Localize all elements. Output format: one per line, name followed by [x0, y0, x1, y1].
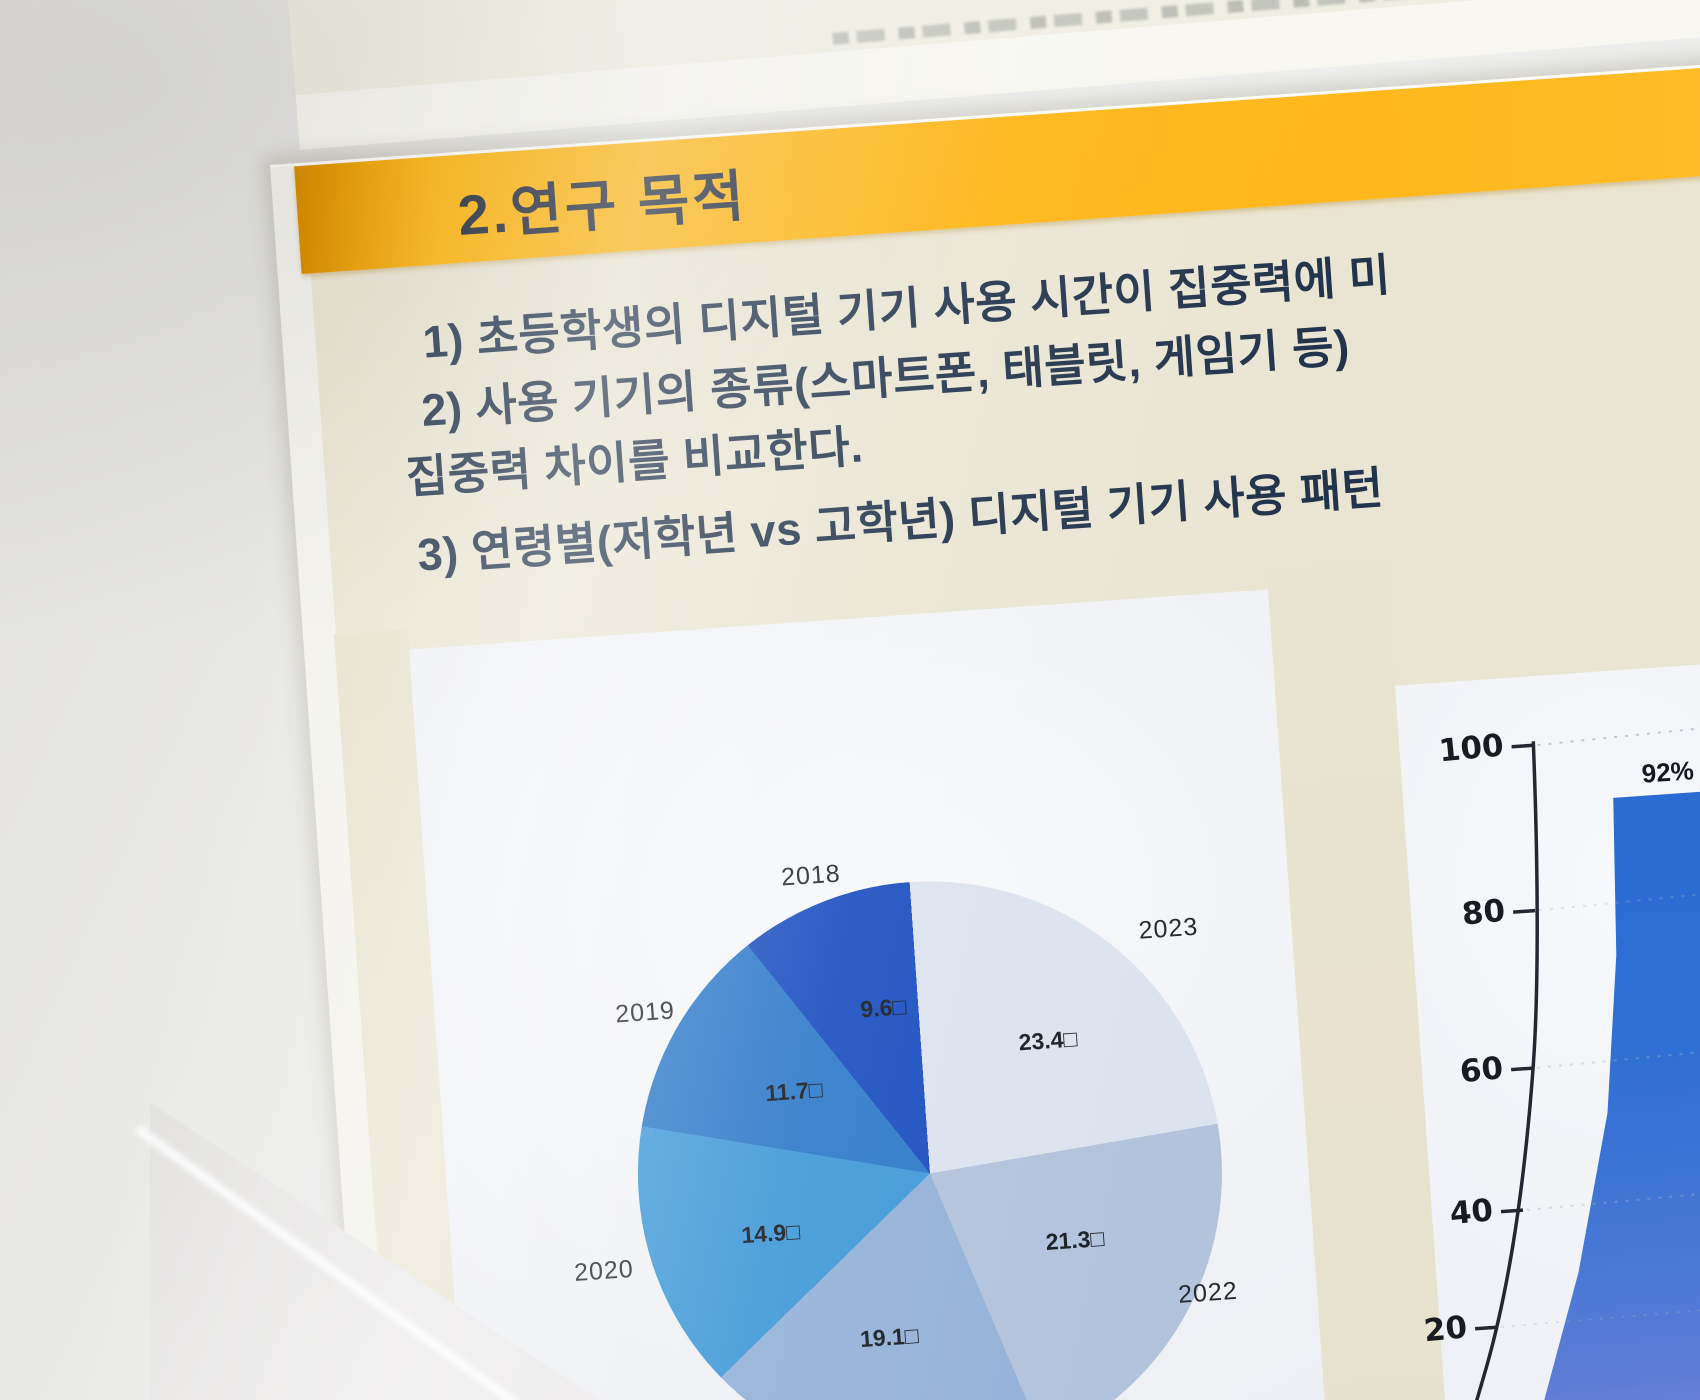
photographed-poster-scene: 2.연구 목적 1) 초등학생의 디지털 기기 사용 시간이 집중력에 미 2)… — [0, 0, 1700, 1400]
pie-year-label-2018: 2018 — [780, 859, 842, 892]
y-axis-ticks — [1435, 745, 1574, 1328]
poster-page: 2.연구 목적 1) 초등학생의 디지털 기기 사용 시간이 집중력에 미 2)… — [270, 53, 1700, 1400]
pie-year-label-2023: 2023 — [1138, 913, 1200, 946]
pie-value-label-2018: 9.6□ — [859, 993, 907, 1023]
gridline-20 — [1501, 1289, 1700, 1327]
section-title: 2.연구 목적 — [455, 151, 749, 252]
gridline-80 — [1538, 872, 1700, 910]
gridline-60 — [1536, 1030, 1700, 1068]
y-axis-label-40: 40 — [1412, 1192, 1495, 1236]
y-axis-label-60: 60 — [1422, 1050, 1505, 1094]
pie-value-label-2023: 23.4□ — [1018, 1025, 1078, 1056]
pie-year-label-2022: 2022 — [1177, 1277, 1239, 1310]
y-axis-label-100: 100 — [1422, 727, 1505, 771]
gridline-100 — [1537, 707, 1700, 745]
pie-year-label-2019: 2019 — [614, 996, 676, 1029]
pie-value-label-2020: 14.9□ — [741, 1218, 801, 1249]
pie-value-label-2021: 19.1□ — [859, 1322, 919, 1353]
y-axis-label-80: 80 — [1424, 893, 1507, 937]
pie-value-label-2019: 11.7□ — [764, 1076, 823, 1107]
pie-value-label-2022: 21.3□ — [1045, 1225, 1105, 1256]
pie-year-label-2020: 2020 — [573, 1255, 635, 1288]
gridline-40 — [1526, 1172, 1700, 1210]
bar-data-label: 92% — [1622, 754, 1700, 791]
y-axis-label-20: 20 — [1386, 1309, 1469, 1353]
